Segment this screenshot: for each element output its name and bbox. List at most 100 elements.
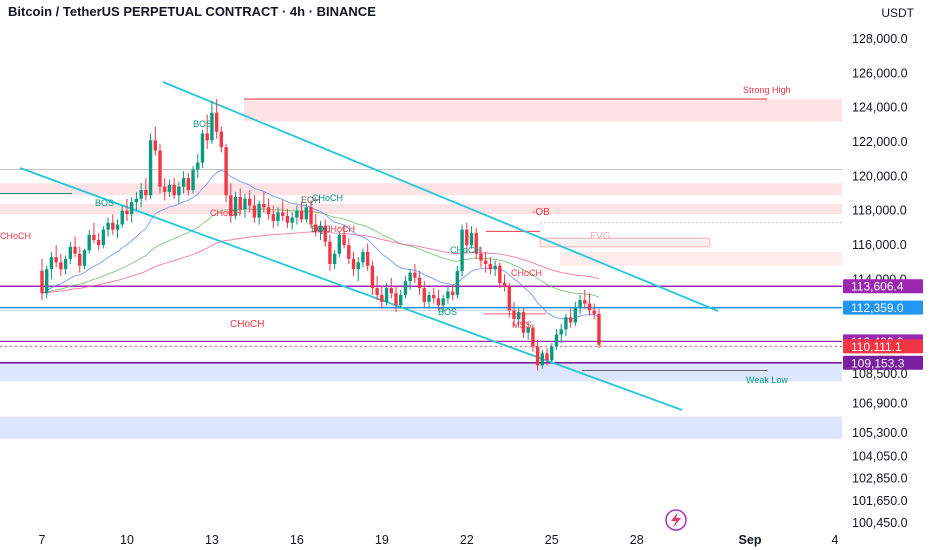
candle [550, 343, 554, 362]
candle-body [134, 198, 139, 203]
candle [224, 143, 228, 203]
candle-body [474, 233, 478, 254]
candle [134, 191, 139, 211]
candle-body [40, 270, 44, 294]
candle-body [564, 317, 568, 330]
candle [205, 114, 209, 149]
candle [469, 226, 474, 249]
zone-demand-1 [0, 362, 842, 382]
candle [483, 251, 488, 273]
candle-body [257, 203, 261, 218]
x-tick-label: 7 [39, 533, 46, 547]
candle-body [224, 147, 228, 196]
annotation-bos-1: BOS [193, 119, 212, 129]
candle-body [460, 229, 464, 271]
candle-body [328, 241, 332, 265]
y-tick-label: 116,000.0 [852, 238, 907, 252]
y-tick-label: 101,650.0 [852, 494, 908, 508]
candle [564, 313, 568, 337]
candle [285, 209, 290, 228]
candle-body [243, 198, 247, 210]
x-axis: 7 10 13 16 19 22 25 28 Sep 4 [39, 533, 839, 547]
candle-body [540, 353, 545, 366]
channel-upper-line [162, 81, 719, 312]
annotation-ob: -OB [532, 207, 550, 218]
candle-body [389, 288, 393, 294]
candle-body [148, 140, 153, 196]
price-tag-bg [843, 339, 923, 354]
candle-body [238, 196, 242, 210]
annotation-choch-1: CHoCH [0, 231, 31, 241]
candle-body [309, 207, 313, 225]
candle-body [120, 210, 124, 225]
candle-body [455, 270, 460, 295]
candle [281, 200, 285, 222]
candle-body [214, 112, 219, 132]
annotation-bos-2: BOS [95, 198, 114, 208]
candle-body [63, 258, 68, 270]
candle-body [276, 212, 280, 222]
candle [342, 224, 346, 249]
candle-body [469, 233, 474, 246]
candle-body [115, 224, 120, 230]
lightning-icon[interactable] [665, 509, 687, 531]
candle [559, 324, 563, 344]
candle [314, 214, 318, 237]
candle-body [172, 184, 176, 196]
candle-body [361, 251, 365, 263]
annotation-choch-3: CHoCH [312, 193, 343, 203]
candle [337, 231, 342, 258]
candle-body [394, 293, 398, 306]
y-tick-label: 104,050.0 [852, 449, 908, 463]
x-tick-label: 22 [460, 533, 474, 547]
candle-body [399, 294, 403, 306]
candle-body [92, 234, 96, 240]
candle-body [450, 291, 455, 295]
x-tick-label: 28 [630, 533, 644, 547]
candle-body [403, 281, 408, 295]
candle [498, 262, 502, 289]
candle-body [356, 262, 360, 270]
candle [441, 294, 445, 313]
candle [186, 172, 191, 196]
candle [427, 291, 431, 307]
x-tick-label: 13 [205, 533, 219, 547]
candle-body [408, 272, 412, 282]
candle [365, 243, 370, 271]
candle-body [342, 234, 346, 246]
candle-body [233, 196, 238, 216]
annotation-fvg: FVG [590, 231, 611, 242]
candle-body [545, 353, 549, 361]
currency-label: USDT [881, 6, 914, 20]
candle [191, 166, 195, 194]
ma-line-50 [41, 208, 600, 298]
candle [73, 236, 77, 258]
candle-body [314, 224, 318, 232]
candle [49, 251, 54, 280]
zone-supply-2 [0, 203, 842, 215]
price-tag: 113,606.4 [843, 279, 923, 294]
candle [446, 286, 450, 304]
candle-body [45, 269, 49, 294]
candle-body [78, 253, 82, 266]
candle-body [417, 277, 422, 289]
candle [370, 260, 375, 295]
candle-body [96, 239, 101, 246]
annotation-choch-6: CHoCH [511, 268, 542, 278]
price-tag-bg [843, 279, 923, 294]
candle-body [351, 258, 356, 270]
price-tag: 112,359.0 [843, 300, 923, 315]
candle-body [68, 246, 73, 259]
candle [502, 274, 507, 292]
zones-layer [0, 99, 842, 439]
y-tick-label: 106,900.0 [852, 397, 908, 411]
price-tag-label: 113,606.4 [851, 280, 904, 294]
y-tick-label: 100,450.0 [852, 516, 908, 530]
candle [111, 214, 115, 235]
y-tick-label: 122,000.0 [852, 135, 908, 149]
candle [139, 183, 143, 208]
candle-body [210, 112, 214, 141]
price-tags: 113,606.4112,359.0110,400.0110,111.1109,… [843, 279, 923, 370]
candle [361, 248, 365, 268]
